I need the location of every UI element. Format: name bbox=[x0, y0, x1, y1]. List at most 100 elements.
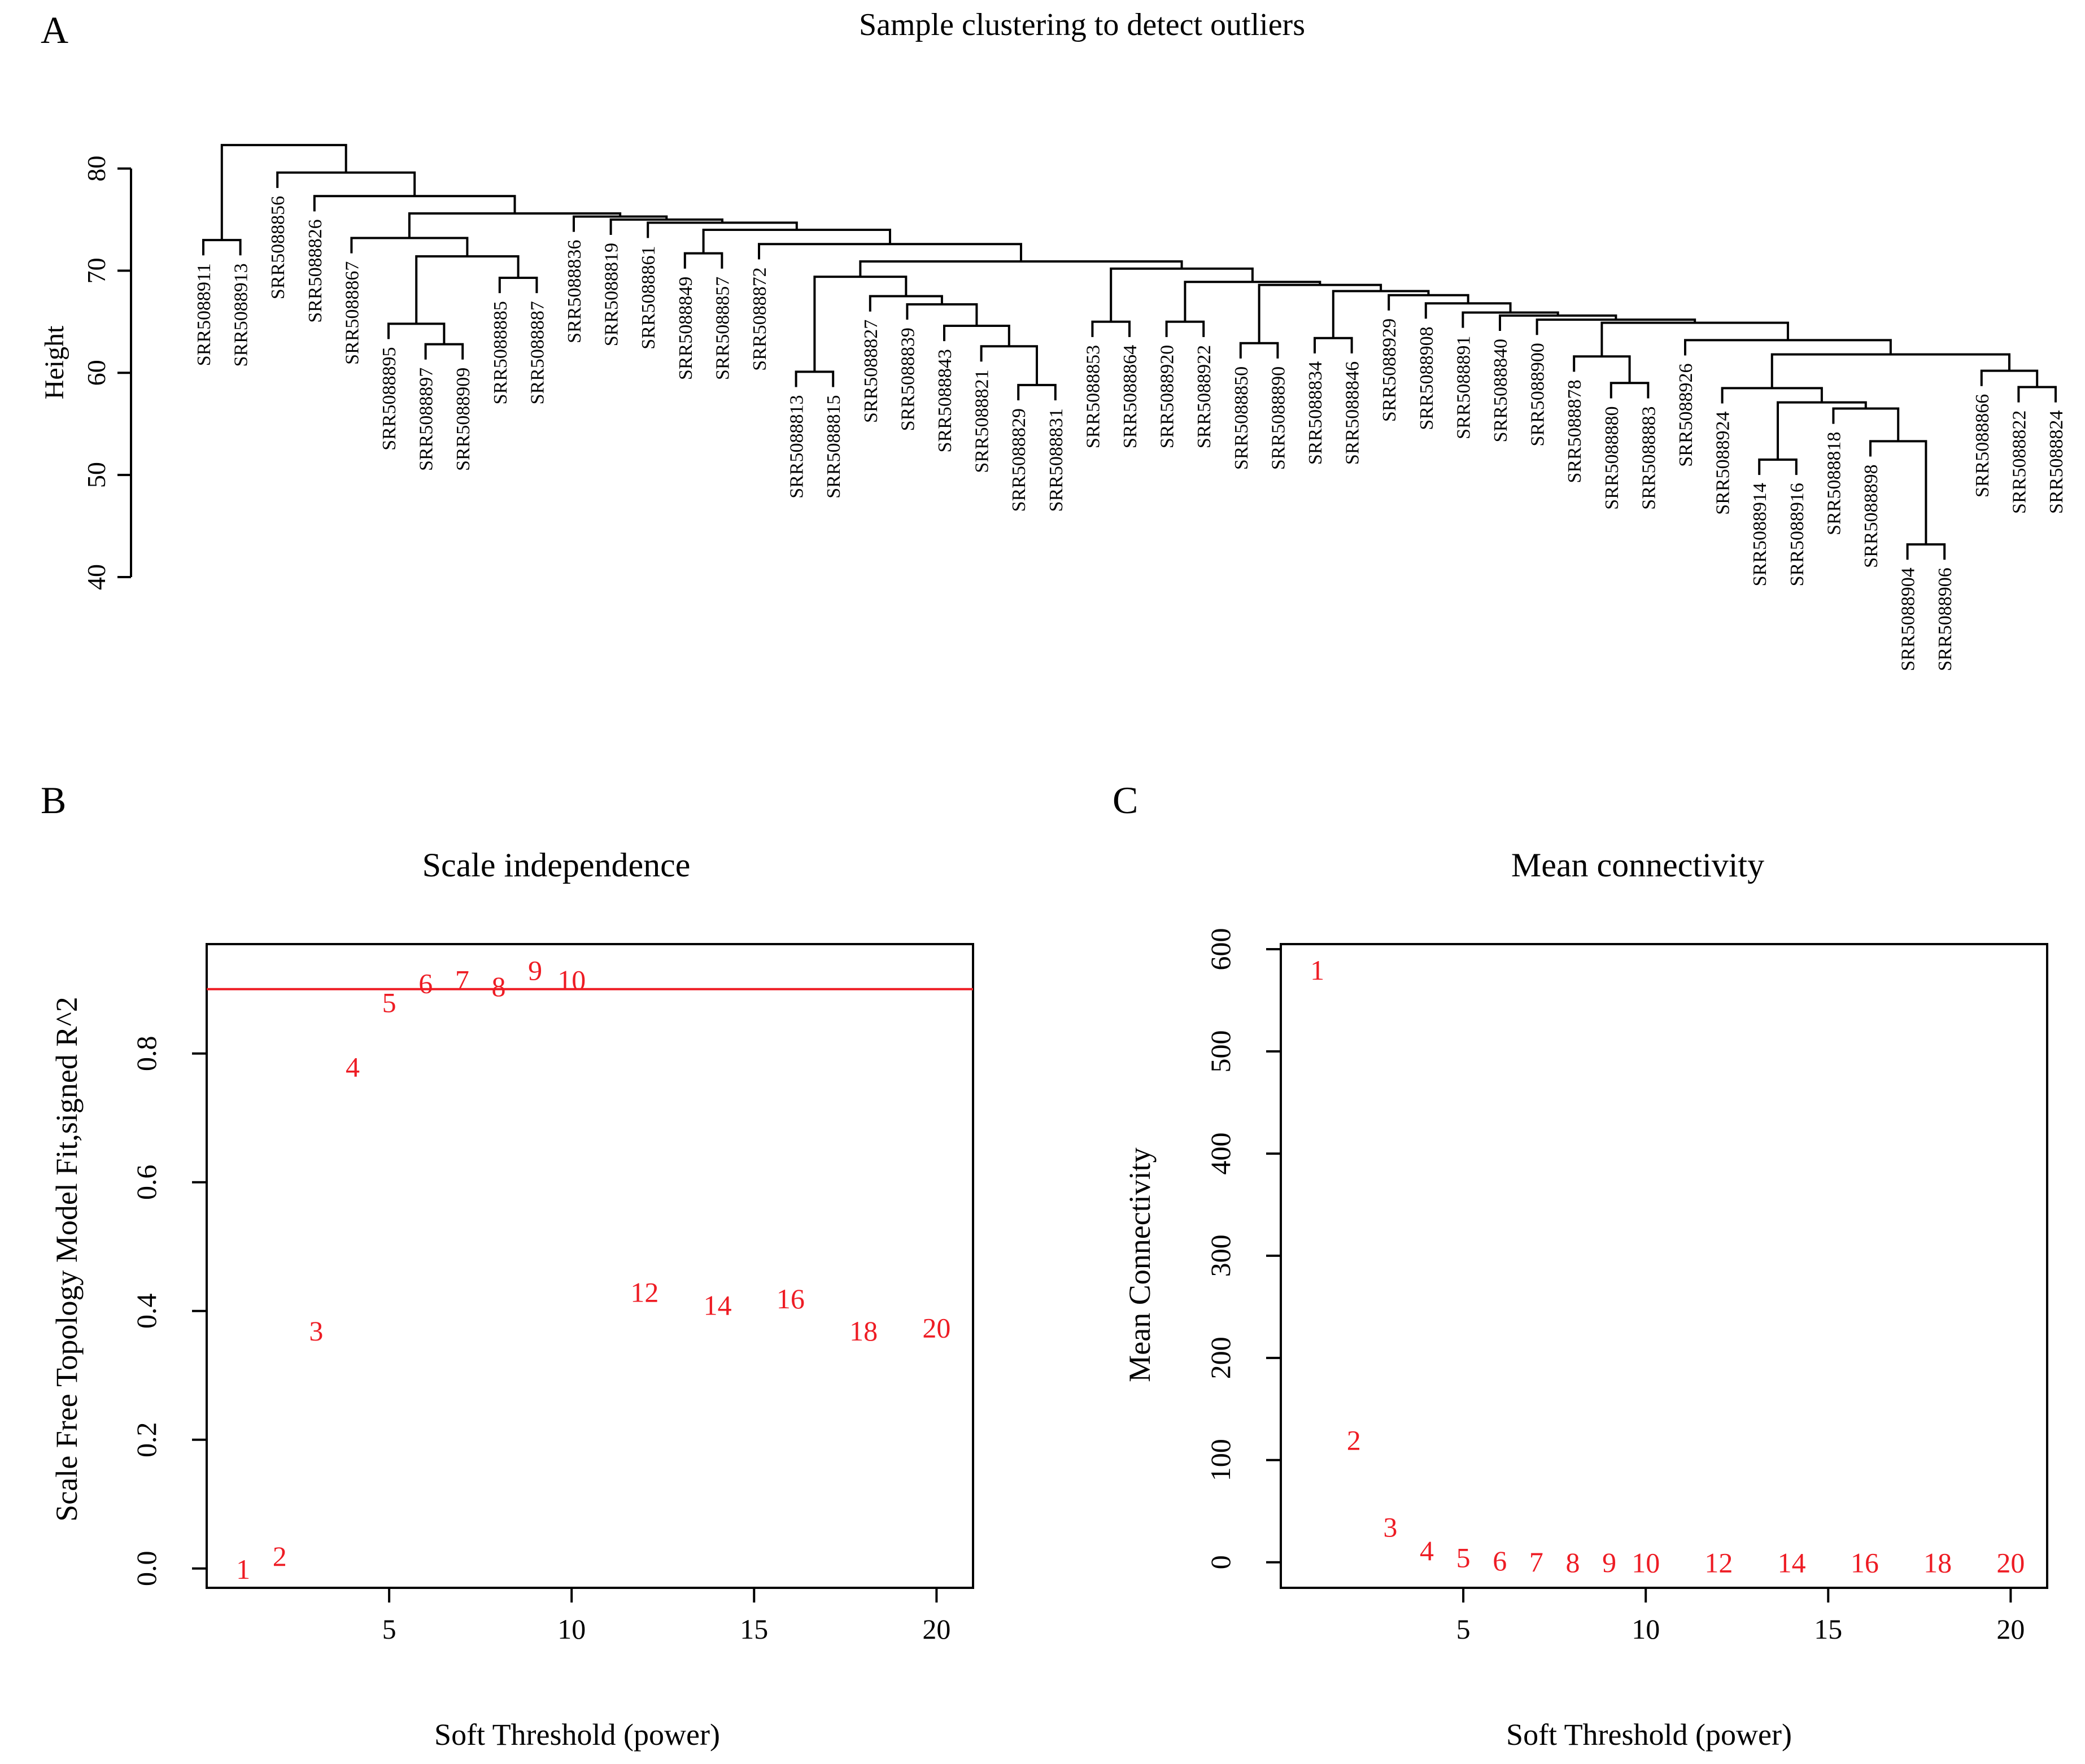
dendrogram-branch bbox=[415, 255, 520, 324]
leaf-label: SRR5088922 bbox=[1194, 345, 1215, 448]
panel-b-axes: 5 10 15 20 0.0 0.2 0.4 0.6 0.8 bbox=[130, 1036, 950, 1645]
panel-b-y-tick-label: 0.6 bbox=[130, 1165, 162, 1200]
dendrogram-branch bbox=[943, 325, 1010, 347]
dendrogram-branch bbox=[1091, 320, 1131, 337]
leaf-label: SRR5088819 bbox=[601, 243, 622, 346]
leaf-label: SRR5088878 bbox=[1564, 379, 1585, 483]
dendrogram-branch bbox=[1721, 387, 1823, 404]
dendrogram-branch bbox=[1165, 320, 1205, 337]
dendrogram-branch bbox=[498, 276, 538, 294]
dendrogram-branch bbox=[1314, 337, 1353, 353]
dendrogram-branch bbox=[609, 218, 723, 235]
panel-c-point: 10 bbox=[1632, 1547, 1660, 1578]
panel-b-point: 12 bbox=[630, 1277, 658, 1308]
leaf-label: SRR5088813 bbox=[787, 395, 808, 499]
panel-c-point: 12 bbox=[1704, 1547, 1733, 1579]
panel-a: A Sample clustering to detect outliers H… bbox=[40, 7, 2067, 671]
panel-c-point: 8 bbox=[1565, 1547, 1580, 1578]
panel-c-x-tick-label: 20 bbox=[1996, 1613, 2025, 1645]
dendrogram-branch bbox=[869, 295, 943, 312]
leaf-label: SRR5088834 bbox=[1305, 361, 1326, 465]
panel-a-title: Sample clustering to detect outliers bbox=[859, 7, 1305, 42]
panel-a-y-tick-label: 60 bbox=[82, 360, 111, 386]
panel-b-x-tick-label: 5 bbox=[382, 1613, 396, 1645]
panel-b-letter: B bbox=[41, 779, 66, 822]
dendrogram-branch bbox=[1424, 302, 1512, 319]
panel-c-y-tick-label: 0 bbox=[1205, 1555, 1236, 1569]
leaf-label: SRR5088920 bbox=[1157, 345, 1178, 448]
dendrogram-branch bbox=[1573, 355, 1631, 383]
panel-a-leaf-labels: SRR5088911 SRR5088913 SRR5088856 SRR5088826… bbox=[194, 196, 2067, 671]
panel-b-y-label: Scale Free Topology Model Fit,signed R^2 bbox=[50, 997, 84, 1522]
panel-b-point: 5 bbox=[382, 987, 396, 1019]
panel-b-points: 1 2 3 456 7 89 10 12 14 16 18 20 bbox=[236, 955, 950, 1585]
panel-c-y-label: Mean Connectivity bbox=[1123, 1147, 1157, 1382]
dendrogram-branch bbox=[1239, 342, 1279, 359]
panel-c-point: 5 bbox=[1456, 1542, 1471, 1574]
dendrogram-branch bbox=[313, 195, 516, 214]
panel-c-point: 14 bbox=[1778, 1547, 1806, 1579]
panel-c-point: 18 bbox=[1923, 1547, 1952, 1579]
dendrogram-branch bbox=[683, 252, 723, 269]
leaf-label: SRR5088916 bbox=[1787, 483, 1808, 586]
leaf-label: SRR5088866 bbox=[1972, 394, 1993, 497]
dendrogram-branch bbox=[795, 370, 835, 387]
panel-c-point: 16 bbox=[1851, 1547, 1879, 1579]
panel-b-point: 14 bbox=[704, 1289, 732, 1321]
panel-b-point: 7 bbox=[455, 964, 469, 996]
leaf-label: SRR5088924 bbox=[1713, 411, 1734, 514]
panel-b-point: 6 bbox=[418, 967, 433, 999]
dendrogram-branch bbox=[276, 171, 416, 197]
leaf-label: SRR5088818 bbox=[1824, 432, 1844, 535]
leaf-label: SRR5088829 bbox=[1009, 408, 1030, 512]
panel-c-y-tick-label: 100 bbox=[1205, 1439, 1236, 1481]
panel-b-point: 2 bbox=[273, 1540, 287, 1572]
dendrogram-branch bbox=[1770, 353, 2010, 388]
dendrogram-branch bbox=[2017, 386, 2057, 403]
panel-c-x-tick-label: 10 bbox=[1632, 1613, 1660, 1645]
panel-a-y-tick-label: 80 bbox=[82, 155, 111, 181]
panel-c-y-tick-label: 300 bbox=[1205, 1234, 1236, 1277]
panel-c: C Mean connectivity 5 10 15 200100200300400… bbox=[1113, 779, 2048, 1752]
dendrogram-branch bbox=[350, 237, 469, 257]
dendrogram-branch bbox=[1110, 267, 1254, 322]
panel-b-y-tick-label: 0.4 bbox=[130, 1294, 162, 1329]
panel-c-point: 2 bbox=[1347, 1425, 1361, 1456]
dendrogram-branch bbox=[1499, 314, 1617, 331]
leaf-label: SRR5088826 bbox=[305, 219, 326, 322]
panel-c-point: 6 bbox=[1493, 1545, 1507, 1577]
panel-a-y-axis: 40 50 60 70 80 bbox=[82, 155, 132, 590]
panel-c-x-label: Soft Threshold (power) bbox=[1506, 1718, 1792, 1752]
dendrogram-branch bbox=[1777, 401, 1867, 460]
leaf-label: SRR5088880 bbox=[1602, 406, 1622, 509]
leaf-label: SRR5088840 bbox=[1490, 339, 1511, 442]
panel-b-y-tick-label: 0.8 bbox=[130, 1036, 162, 1072]
dendrogram-branch bbox=[1600, 321, 1789, 357]
panel-b-point: 3 bbox=[309, 1315, 323, 1347]
panel-c-y-tick-label: 400 bbox=[1205, 1132, 1236, 1174]
panel-c-y-tick-label: 500 bbox=[1205, 1031, 1236, 1073]
leaf-label: SRR5088857 bbox=[712, 277, 733, 380]
dendrogram-branch bbox=[1758, 458, 1798, 475]
panel-c-point: 1 bbox=[1310, 954, 1324, 986]
panel-b-y-tick-label: 0.2 bbox=[130, 1422, 162, 1458]
leaf-label: SRR5088815 bbox=[823, 395, 844, 499]
leaf-label: SRR5088843 bbox=[935, 349, 956, 452]
panel-c-point: 7 bbox=[1529, 1546, 1543, 1578]
dendrogram-branch bbox=[1462, 311, 1559, 328]
dendrogram-branch bbox=[1906, 543, 1946, 560]
panel-c-x-tick-label: 15 bbox=[1814, 1613, 1842, 1645]
leaf-label: SRR5088831 bbox=[1046, 408, 1067, 512]
panel-b: B Scale independence 5 10 15 200.00.20.40.6… bbox=[41, 779, 974, 1752]
dendrogram-branch bbox=[1184, 281, 1321, 322]
panel-b-x-tick-label: 20 bbox=[922, 1613, 950, 1645]
dendrogram-branch bbox=[1869, 440, 1927, 545]
leaf-label: SRR5088897 bbox=[416, 368, 437, 471]
dendrogram-branch bbox=[758, 243, 1022, 262]
dendrogram-branch bbox=[1609, 382, 1650, 399]
leaf-label: SRR5088891 bbox=[1453, 336, 1474, 439]
leaf-label: SRR5088822 bbox=[2009, 411, 2030, 514]
